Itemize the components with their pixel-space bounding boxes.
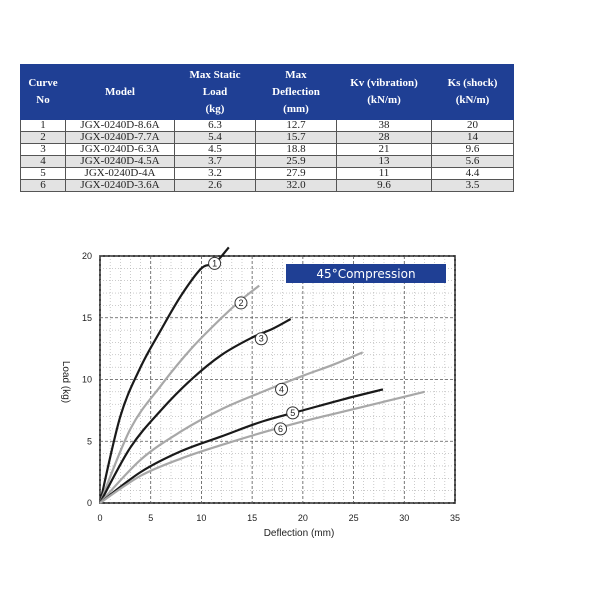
curve-label-circle bbox=[254, 332, 268, 346]
curve-label-number: 6 bbox=[278, 424, 283, 434]
x-tick-label: 35 bbox=[450, 513, 460, 523]
spec-table: Curve No Model Max Static Load (kg) Max … bbox=[20, 64, 514, 192]
curve-label-6: 6 bbox=[274, 422, 288, 436]
header-curve-no: Curve No bbox=[20, 64, 66, 120]
y-tick-label: 0 bbox=[87, 498, 92, 508]
y-tick-label: 15 bbox=[82, 313, 92, 323]
curve-label-circle bbox=[275, 382, 289, 396]
cell-deflection: 32.0 bbox=[255, 179, 337, 192]
curve-label-number: 2 bbox=[238, 298, 243, 308]
curve-label-2: 2 bbox=[234, 296, 248, 310]
cell-deflection: 27.9 bbox=[255, 167, 337, 180]
cell-curve-no: 5 bbox=[20, 167, 66, 180]
cell-load: 5.4 bbox=[174, 131, 256, 144]
curve-label-number: 3 bbox=[259, 334, 264, 344]
y-axis-label: Load (kg) bbox=[60, 361, 71, 403]
cell-model: JGX-0240D-4A bbox=[65, 167, 175, 180]
x-tick-label: 10 bbox=[196, 513, 206, 523]
title-banner bbox=[286, 264, 446, 283]
cell-ks: 14 bbox=[431, 131, 514, 144]
cell-curve-no: 6 bbox=[20, 179, 66, 192]
header-model: Model bbox=[65, 64, 175, 120]
x-tick-label: 25 bbox=[349, 513, 359, 523]
curve-label-number: 1 bbox=[212, 258, 217, 268]
x-tick-label: 30 bbox=[399, 513, 409, 523]
curve-label-number: 5 bbox=[290, 408, 295, 418]
header-max-deflection: Max Deflection (mm) bbox=[255, 64, 337, 120]
curve-label-circle bbox=[208, 256, 222, 270]
curve-label-circle bbox=[234, 296, 248, 310]
chart-title: 45°Compression bbox=[316, 267, 415, 281]
curve-6 bbox=[99, 390, 425, 504]
cell-kv: 38 bbox=[336, 119, 432, 132]
curve-labels: 1 2 3 4 56 bbox=[208, 256, 300, 436]
x-tick-label: 20 bbox=[298, 513, 308, 523]
curve-label-4: 4 bbox=[275, 382, 289, 396]
curve-label-circle bbox=[274, 422, 288, 436]
header-max-static-load: Max Static Load (kg) bbox=[174, 64, 256, 120]
cell-load: 2.6 bbox=[174, 179, 256, 192]
curve-label-circle bbox=[286, 406, 300, 420]
curve-4 bbox=[99, 351, 364, 504]
curve-label-number: 4 bbox=[279, 384, 284, 394]
y-tick-label: 10 bbox=[82, 375, 92, 385]
curve-3 bbox=[99, 318, 292, 504]
cell-ks: 3.5 bbox=[431, 179, 514, 192]
cell-model: JGX-0240D-3.6A bbox=[65, 179, 175, 192]
y-tick-label: 20 bbox=[82, 251, 92, 261]
cell-load: 3.2 bbox=[174, 167, 256, 180]
table-row: 6 JGX-0240D-3.6A 2.6 32.0 9.6 3.5 bbox=[20, 179, 514, 192]
table-row: 3 JGX-0240D-6.3A 4.5 18.8 21 9.6 bbox=[20, 143, 514, 156]
header-ks: Ks (shock) (kN/m) bbox=[431, 64, 514, 120]
curve-label-5: 5 bbox=[286, 406, 300, 420]
header-kv: Kv (vibration) (kN/m) bbox=[336, 64, 432, 120]
table-row: 4 JGX-0240D-4.5A 3.7 25.9 13 5.6 bbox=[20, 155, 514, 168]
curve-label-1: 1 bbox=[208, 256, 222, 270]
x-axis-label: Deflection (mm) bbox=[264, 528, 335, 539]
y-axis-ticks: 0 5 10 15 20 bbox=[82, 251, 92, 508]
cell-ks: 5.6 bbox=[431, 155, 514, 168]
x-tick-label: 15 bbox=[247, 513, 257, 523]
table-header-row: Curve No Model Max Static Load (kg) Max … bbox=[20, 64, 514, 120]
curve-5 bbox=[99, 388, 384, 504]
cell-deflection: 15.7 bbox=[255, 131, 337, 144]
grid-major bbox=[99, 255, 456, 504]
curve-label-3: 3 bbox=[254, 332, 268, 346]
x-tick-label: 0 bbox=[97, 513, 102, 523]
x-tick-label: 5 bbox=[148, 513, 153, 523]
y-tick-label: 5 bbox=[87, 436, 92, 446]
x-axis-ticks: 0 5 10 15 20 25 30 35 bbox=[97, 513, 460, 523]
table-row: 1 JGX-0240D-8.6A 6.3 12.7 38 20 bbox=[20, 119, 514, 132]
curve-2 bbox=[98, 284, 260, 504]
cell-kv: 9.6 bbox=[336, 179, 432, 192]
curves bbox=[98, 246, 425, 504]
